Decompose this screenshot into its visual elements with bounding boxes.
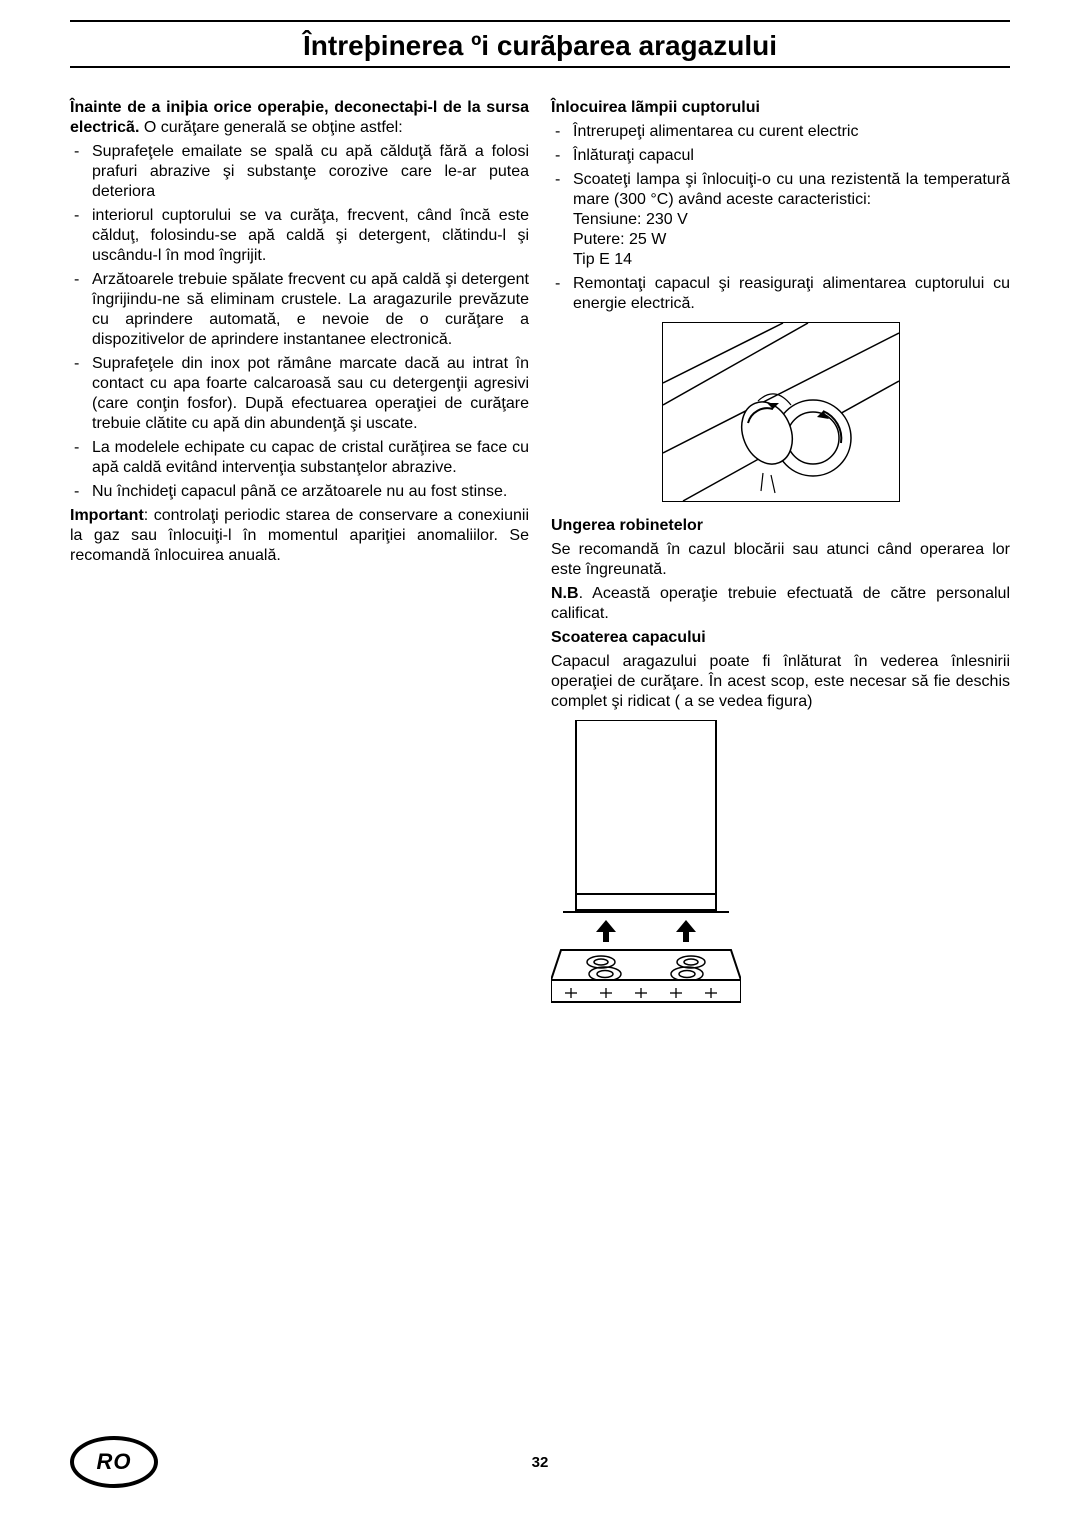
lid-text: Capacul aragazului poate fi înlăturat în… [551,652,1010,712]
lamp-spec: Putere: 25 W [573,231,666,248]
nb-text: . Această operaţie trebuie efectuată de … [551,585,1010,622]
intro-rest: O curăţare generală se obţine astfel: [139,119,402,136]
lamp-list: Întrerupeţi alimentarea cu curent electr… [551,122,1010,314]
list-item: Nu închideţi capacul până ce arzătoarele… [70,482,529,502]
list-item: Înlăturaţi capacul [551,146,1010,166]
nb-label: N.B [551,585,579,602]
lamp-replace-text: Scoateţi lampa şi înlocuiţi-o cu una rez… [573,171,1010,208]
list-item: La modelele echipate cu capac de cristal… [70,438,529,478]
list-item: Arzătoarele trebuie spălate frecvent cu … [70,270,529,350]
intro-paragraph: Înainte de a iniþia orice operaþie, deco… [70,98,529,138]
grease-nb: N.B. Această operaţie trebuie efectuată … [551,584,1010,624]
stove-figure [551,720,1010,1020]
stove-diagram-icon [551,720,741,1020]
footer: RO 32 [70,1436,1010,1488]
rule-top [70,20,1010,22]
list-item: Suprafeţele emailate se spală cu apă căl… [70,142,529,202]
lamp-figure-box [662,322,900,502]
list-item: interiorul cuptorului se va curăţa, frec… [70,206,529,266]
lamp-figure [551,322,1010,508]
left-column: Înainte de a iniþia orice operaþie, deco… [70,98,529,1028]
grease-text: Se recomandă în cazul blocării sau atunc… [551,540,1010,580]
content-columns: Înainte de a iniþia orice operaþie, deco… [70,98,1010,1028]
important-label: Important [70,507,144,524]
lamp-diagram-icon [663,323,899,501]
list-item: Scoateţi lampa şi înlocuiţi-o cu una rez… [551,170,1010,270]
rule-bottom [70,66,1010,68]
lamp-spec: Tensiune: 230 V [573,211,688,228]
list-item: Întrerupeţi alimentarea cu curent electr… [551,122,1010,142]
list-item: Suprafeţele din inox pot rămâne marcate … [70,354,529,434]
list-item: Remontaţi capacul şi reasiguraţi aliment… [551,274,1010,314]
right-column: Înlocuirea lãmpii cuptorului Întrerupeţi… [551,98,1010,1028]
grease-heading: Ungerea robinetelor [551,516,1010,536]
page-title: Întreþinerea ºi curãþarea aragazului [70,28,1010,66]
cleaning-list: Suprafeţele emailate se spală cu apă căl… [70,142,529,502]
page: Întreþinerea ºi curãþarea aragazului Îna… [0,0,1080,1528]
page-number: 32 [70,1454,1010,1471]
lamp-spec: Tip E 14 [573,251,632,268]
lid-heading: Scoaterea capacului [551,628,1010,648]
arrow-up-icon [596,920,616,942]
lamp-heading: Înlocuirea lãmpii cuptorului [551,98,1010,118]
arrow-up-icon [676,920,696,942]
important-paragraph: Important: controlaţi periodic starea de… [70,506,529,566]
